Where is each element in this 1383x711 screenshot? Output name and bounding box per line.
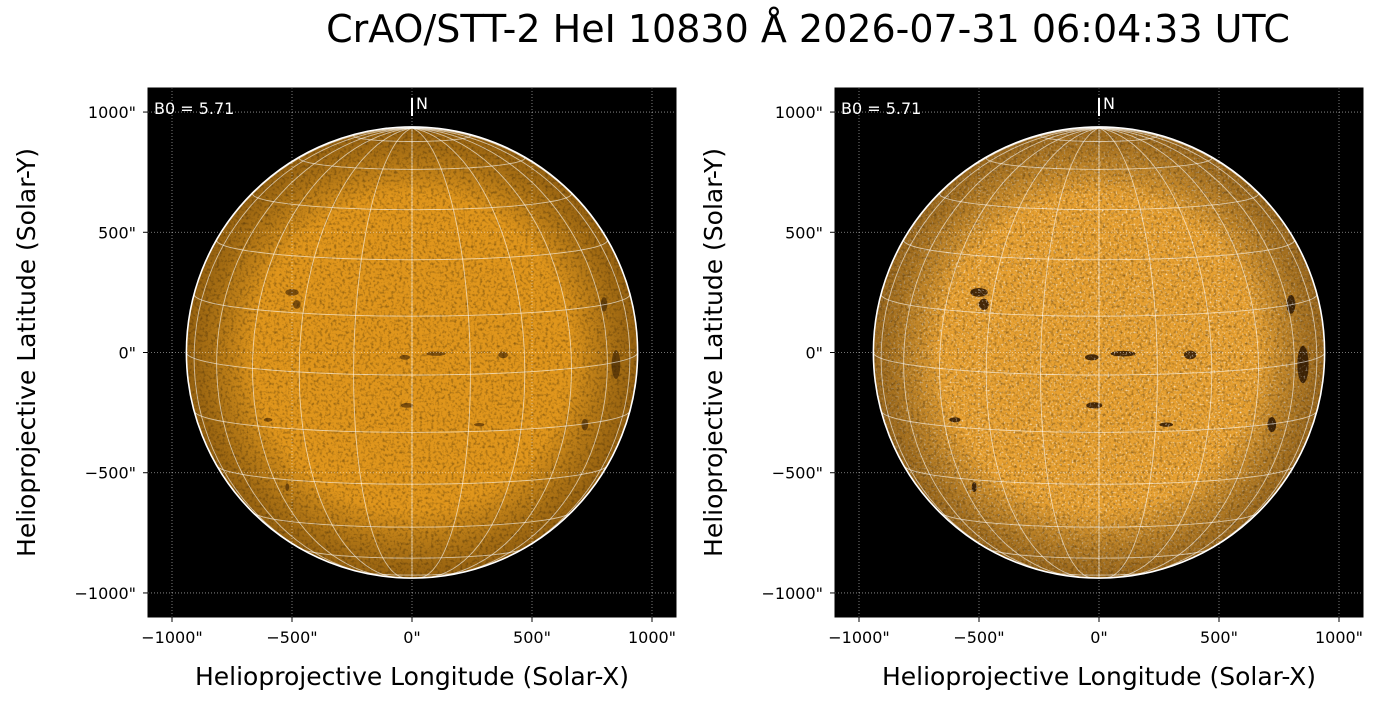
heliographic-grid xyxy=(411,127,572,578)
heliographic-grid xyxy=(903,127,1100,575)
y-tick-label: 1000" xyxy=(88,103,136,122)
x-tick-label: 0" xyxy=(403,628,421,647)
heliographic-grid xyxy=(1098,127,1213,578)
heliographic-grid xyxy=(216,127,413,575)
heliographic-grid xyxy=(252,127,413,578)
y-axis-label: Helioprojective Latitude (Solar-Y) xyxy=(12,148,41,557)
annotation: N xyxy=(416,94,428,113)
heliographic-grid xyxy=(985,127,1100,578)
y-tick-label: 500" xyxy=(98,223,136,242)
x-tick-label: 0" xyxy=(1090,628,1108,647)
heliographic-grid xyxy=(880,127,1100,561)
heliographic-grid xyxy=(939,127,1100,578)
y-tick-label: 0" xyxy=(805,344,823,363)
figure-title: CrAO/STT-2 HeI 10830 Å 2026-07-31 06:04:… xyxy=(326,7,1290,51)
y-tick-label: −500" xyxy=(772,464,823,483)
heliographic-grid xyxy=(353,127,413,579)
x-axis-label: Helioprojective Longitude (Solar-X) xyxy=(882,662,1316,691)
x-tick-label: −500" xyxy=(953,628,1004,647)
y-axis-label: Helioprojective Latitude (Solar-Y) xyxy=(699,148,728,557)
x-tick-label: −1000" xyxy=(141,628,202,647)
heliographic-grid xyxy=(411,127,526,578)
x-tick-label: 500" xyxy=(1200,628,1238,647)
x-tick-label: 500" xyxy=(513,628,551,647)
annotation: N xyxy=(1103,94,1115,113)
heliographic-grid xyxy=(298,127,413,578)
y-tick-label: −1000" xyxy=(762,584,823,603)
heliographic-grid xyxy=(1098,127,1318,561)
x-axis-label: Helioprojective Longitude (Solar-X) xyxy=(195,662,629,691)
x-tick-label: 1000" xyxy=(628,628,676,647)
x-tick-label: −1000" xyxy=(828,628,889,647)
x-tick-label: 1000" xyxy=(1315,628,1363,647)
axes-frame xyxy=(147,87,677,618)
heliographic-grid xyxy=(1040,127,1100,579)
heliographic-grid xyxy=(1098,127,1295,575)
y-tick-label: 1000" xyxy=(775,103,823,122)
y-tick-label: −500" xyxy=(85,464,136,483)
heliographic-grid xyxy=(411,127,631,561)
heliographic-grid xyxy=(1098,127,1259,578)
x-tick-label: −500" xyxy=(266,628,317,647)
axes-frame xyxy=(834,87,1364,618)
y-tick-label: 0" xyxy=(118,344,136,363)
heliographic-grid xyxy=(411,127,608,575)
y-tick-label: 500" xyxy=(785,223,823,242)
heliographic-grid xyxy=(193,127,413,561)
annotation: B0 = 5.71 xyxy=(841,99,921,118)
y-tick-label: −1000" xyxy=(75,584,136,603)
heliographic-grid xyxy=(411,127,471,579)
annotation: B0 = 5.71 xyxy=(154,99,234,118)
heliographic-grid xyxy=(1098,127,1158,579)
